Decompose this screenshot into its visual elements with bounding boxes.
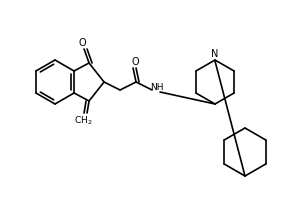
Text: N: N [211,49,219,59]
Text: O: O [131,57,139,67]
Text: NH: NH [150,84,164,92]
Text: O: O [78,38,86,48]
Text: CH$_2$: CH$_2$ [74,115,92,127]
